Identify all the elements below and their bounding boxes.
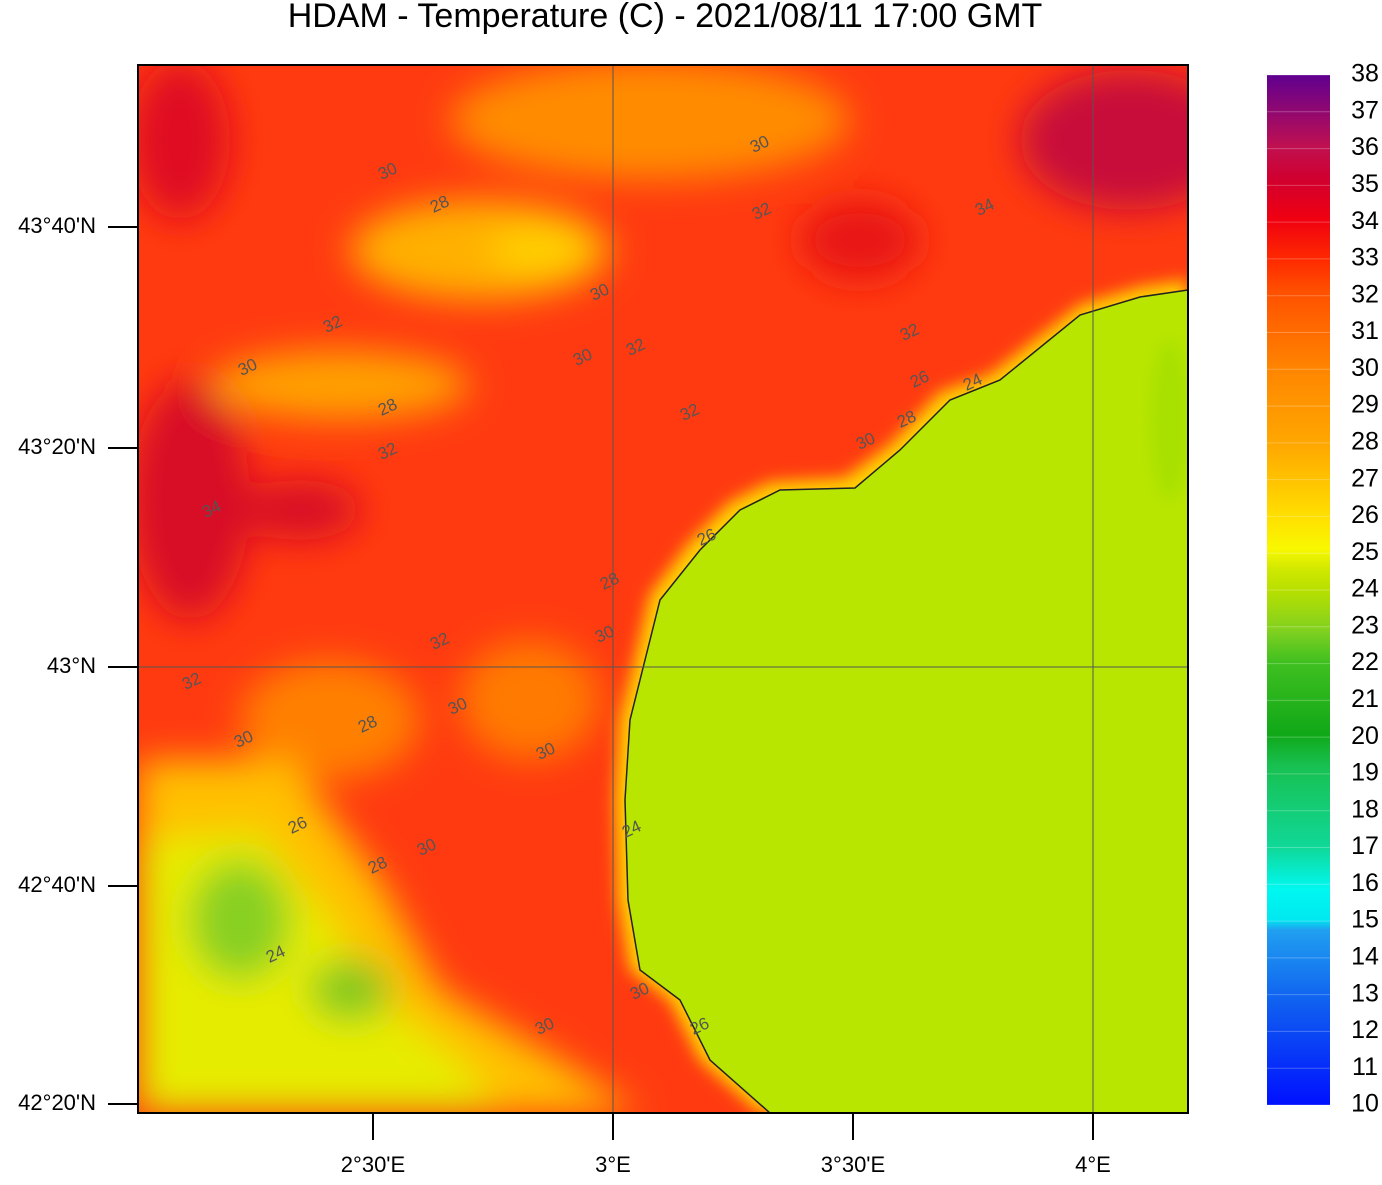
x-tick-label: 4°E (1075, 1152, 1111, 1177)
colorbar-label: 20 (1351, 722, 1379, 750)
colorbar-label: 26 (1351, 501, 1379, 529)
colorbar-label: 35 (1351, 170, 1379, 198)
colorbar-label: 28 (1351, 427, 1379, 455)
colorbar-label: 30 (1351, 354, 1379, 382)
title: HDAM - Temperature (C) - 2021/08/11 17:0… (288, 0, 1043, 35)
x-tick-label: 3°30'E (821, 1152, 885, 1177)
x-tick-label: 3°E (595, 1152, 631, 1177)
colorbar-label: 34 (1351, 207, 1379, 235)
colorbar-label: 32 (1351, 280, 1379, 308)
colorbar-label: 33 (1351, 244, 1379, 272)
y-tick-label: 43°40'N (18, 213, 96, 238)
y-tick-label: 42°20'N (18, 1090, 96, 1115)
colorbar-label: 16 (1351, 869, 1379, 897)
y-tick-label: 43°20'N (18, 434, 96, 459)
colorbar-label: 22 (1351, 648, 1379, 676)
colorbar-label: 11 (1352, 1053, 1378, 1081)
colorbar-label: 10 (1351, 1090, 1379, 1118)
colorbar-label: 17 (1351, 832, 1379, 860)
colorbar-label: 36 (1351, 133, 1379, 161)
colorbar-label: 18 (1351, 795, 1379, 823)
x-tick-label: 2°30'E (341, 1152, 405, 1177)
coastline (624, 289, 1188, 1113)
y-tick-label: 42°40'N (18, 872, 96, 897)
colorbar-label: 38 (1351, 60, 1379, 88)
colorbar-label: 27 (1351, 464, 1379, 492)
colorbar-label: 13 (1351, 979, 1379, 1007)
colorbar (1267, 75, 1330, 1105)
colorbar-label: 37 (1351, 96, 1379, 124)
plot-frame (137, 64, 1189, 1114)
colorbar-label: 21 (1351, 685, 1379, 713)
colorbar-label: 19 (1351, 759, 1379, 787)
colorbar-label: 14 (1351, 942, 1379, 970)
colorbar-label: 25 (1351, 538, 1379, 566)
colorbar-label: 24 (1351, 575, 1379, 603)
colorbar-label: 29 (1351, 391, 1379, 419)
colorbar-label: 31 (1351, 317, 1379, 345)
y-tick-label: 43°N (47, 653, 96, 678)
colorbar-label: 15 (1351, 906, 1379, 934)
colorbar-label: 23 (1351, 611, 1379, 639)
colorbar-label: 12 (1351, 1016, 1379, 1044)
